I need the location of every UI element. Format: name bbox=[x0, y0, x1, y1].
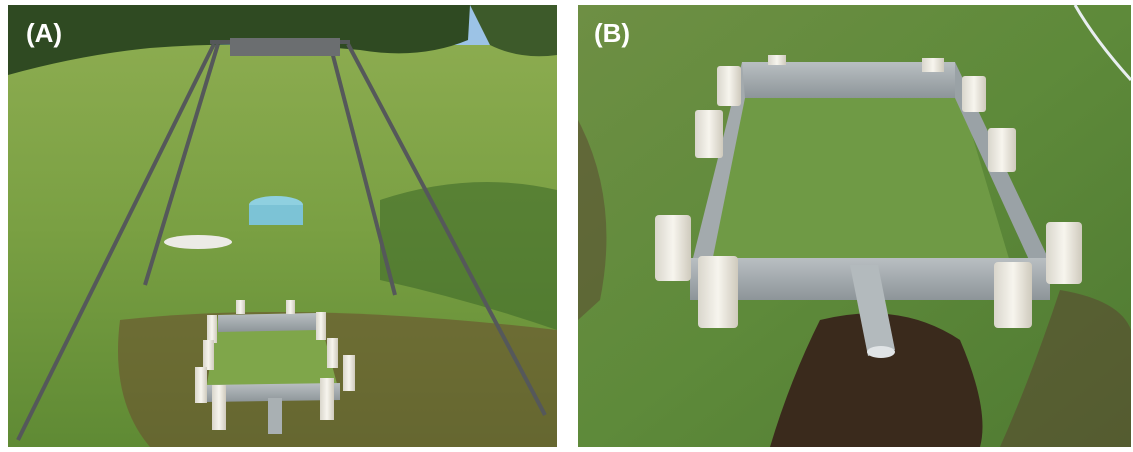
trees bbox=[470, 5, 557, 57]
panel-label: (A) bbox=[26, 18, 62, 48]
panel-b: (B) bbox=[578, 4, 1133, 447]
soil-pit bbox=[770, 313, 983, 447]
shadow bbox=[380, 182, 557, 330]
soil bbox=[578, 120, 607, 320]
water-tank bbox=[249, 205, 303, 225]
hose bbox=[1073, 4, 1133, 82]
panel-label: (B) bbox=[594, 18, 630, 48]
nozzle-frame bbox=[230, 38, 340, 56]
plot-border bbox=[692, 62, 745, 262]
plot-area bbox=[205, 313, 340, 397]
plot-border bbox=[205, 383, 340, 402]
plot-border bbox=[742, 62, 955, 98]
plate bbox=[164, 235, 232, 249]
pvc-pipes bbox=[195, 300, 355, 430]
outlet-pipe bbox=[850, 265, 895, 356]
pvc-pipes bbox=[655, 55, 1082, 328]
plot-border bbox=[218, 313, 318, 332]
outlet-pipe bbox=[268, 398, 282, 434]
plot-area bbox=[712, 78, 1010, 262]
panel-a: (A) bbox=[8, 5, 557, 447]
outlet-pipe bbox=[867, 346, 895, 358]
soil bbox=[118, 312, 557, 447]
soil bbox=[1000, 290, 1131, 447]
